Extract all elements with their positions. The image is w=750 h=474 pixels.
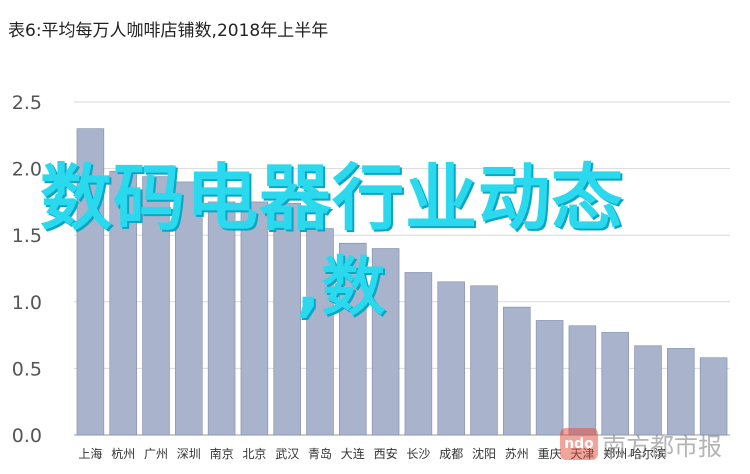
x-tick-label: 成都 (439, 447, 463, 461)
bar (699, 357, 728, 436)
y-tick-label: 2.5 (12, 92, 42, 114)
bar (273, 202, 301, 436)
x-tick-label: 大连 (341, 446, 365, 461)
bar (634, 345, 662, 436)
x-tick-label: 郑州 (603, 446, 627, 461)
y-tick-label: 2.0 (12, 159, 42, 181)
watermark: ndo 南方都市报 (560, 424, 722, 464)
y-tick-labels: 0.0 0.5 1.0 1.5 2.0 2.5 (12, 92, 42, 447)
x-tick-label: 哈尔滨 (630, 446, 666, 461)
x-tick-label: 沈阳 (472, 446, 496, 461)
chart-title: 表6:平均每万人咖啡店铺数,2018年上半年 (8, 21, 329, 41)
bar (240, 201, 269, 436)
bar (667, 348, 695, 436)
bar (601, 332, 629, 436)
y-tick-label: 1.5 (12, 225, 42, 247)
x-tick-label: 武汉 (275, 447, 299, 461)
x-tick-label: 北京 (242, 447, 266, 461)
bar (568, 325, 597, 436)
y-tick-label: 1.0 (12, 292, 42, 314)
y-tick-label: 0.0 (12, 425, 42, 447)
bar (404, 272, 433, 436)
bar (207, 201, 236, 436)
bar (306, 228, 334, 436)
watermark-text: 南方都市报 (602, 432, 722, 461)
x-tick-labels: 上海杭州广州深圳南京北京武汉青岛大连西安长沙成都沈阳苏州重庆天津郑州哈尔滨 (78, 446, 666, 461)
bar (339, 242, 367, 436)
x-tick-label: 深圳 (177, 447, 201, 461)
x-tick-label: 青岛 (308, 446, 332, 461)
bar (175, 181, 203, 436)
x-tick-label: 上海 (78, 446, 102, 461)
bar (437, 281, 465, 436)
x-tick-label: 南京 (210, 446, 234, 461)
bar (109, 170, 137, 436)
bar (470, 285, 498, 436)
x-tick-label: 重庆 (538, 447, 562, 461)
grid-lines (74, 101, 730, 436)
y-tick-label: 0.5 (12, 358, 42, 380)
bar (142, 176, 170, 436)
watermark-logo: ndo (560, 428, 598, 460)
x-tick-label: 西安 (374, 446, 398, 461)
overlay-subline: ,数 (296, 251, 387, 325)
bar (503, 306, 531, 436)
bar (76, 128, 105, 436)
bar (371, 248, 400, 436)
x-tick-label: 长沙 (406, 447, 430, 461)
x-tick-label: 广州 (144, 447, 168, 461)
x-tick-label: 苏州 (505, 447, 529, 461)
x-tick-label: 杭州 (111, 446, 135, 461)
overlay-headline: 数码电器行业动态 (40, 156, 625, 240)
bar (535, 320, 564, 436)
bars (76, 128, 728, 436)
